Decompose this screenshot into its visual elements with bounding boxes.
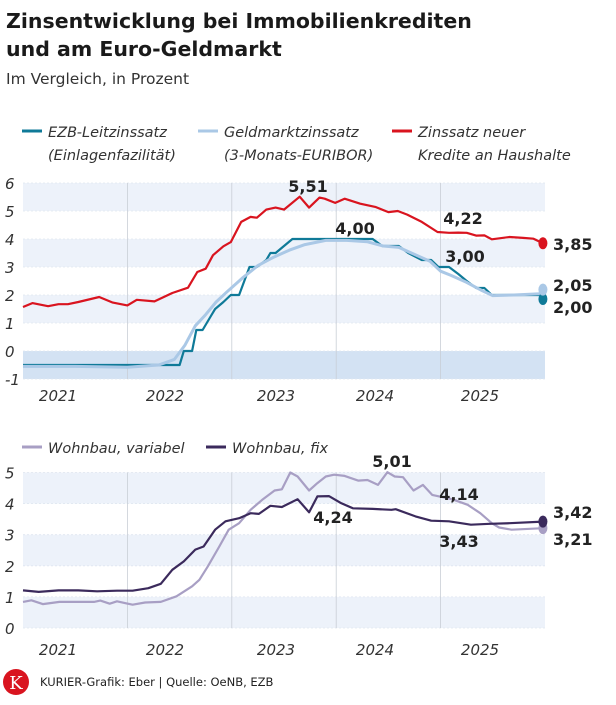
legend-chart1: EZB-Leitzinssatz (Einlagenfazilität) Gel… bbox=[22, 125, 571, 164]
annotation-4-24: 4,24 bbox=[313, 508, 352, 527]
title-line-1: Zinsentwicklung bei Immobilienkrediten bbox=[6, 9, 472, 33]
legend-chart2: Wohnbau, variabel Wohnbau, fix bbox=[22, 441, 328, 457]
series-line-1 bbox=[23, 237, 543, 367]
chart-1-plot: 6 5 4 3 2 1 0 -1 2021 2022 2023 2024 2025 bbox=[5, 175, 548, 405]
x-tick-label: 2021 bbox=[39, 641, 77, 659]
y-tick-label: -1 bbox=[5, 371, 20, 389]
x-tick-label: 2024 bbox=[356, 387, 394, 405]
kurier-logo: K bbox=[3, 669, 29, 695]
end-dot-1 bbox=[538, 293, 548, 305]
y-tick-label: 5 bbox=[5, 203, 15, 221]
band bbox=[23, 534, 545, 566]
x-tick-label: 2023 bbox=[257, 641, 295, 659]
series-line-3 bbox=[22, 195, 544, 309]
chart-2-plot: 5 4 3 2 1 0 2021 2022 2023 2024 2025 bbox=[5, 465, 548, 659]
series-line-1 bbox=[22, 471, 543, 606]
annotation-5-01: 5,01 bbox=[372, 452, 411, 471]
legend-haushalte-line2: Kredite an Haushalte bbox=[418, 148, 571, 164]
annotation-4-14: 4,14 bbox=[439, 485, 478, 504]
end-label-haushalte: 3,85 bbox=[553, 235, 592, 254]
legend-ezb-line2: (Einlagenfazilität) bbox=[48, 148, 176, 164]
x-tick-label: 2025 bbox=[461, 387, 499, 405]
annotation-3-00: 3,00 bbox=[445, 247, 484, 266]
y-tick-label: 5 bbox=[5, 465, 15, 483]
annotation-3-43: 3,43 bbox=[439, 532, 478, 551]
x-tick-label: 2022 bbox=[146, 387, 184, 405]
end-label-ezb: 2,00 bbox=[553, 298, 592, 317]
y-tick-label: 2 bbox=[5, 287, 15, 305]
end-label-variabel: 3,21 bbox=[553, 530, 592, 549]
end-dot-3 bbox=[538, 237, 548, 250]
legend-euribor-line1: Geldmarktzinssatz bbox=[224, 125, 359, 141]
series-line-2 bbox=[23, 238, 543, 369]
source-credit: KURIER-Grafik: Eber | Quelle: OeNB, EZB bbox=[40, 675, 274, 689]
y-tick-label: 0 bbox=[5, 343, 15, 361]
end-dot-2 bbox=[538, 515, 548, 528]
y-tick-label: 4 bbox=[5, 496, 15, 514]
band bbox=[23, 596, 545, 628]
x-tick-label: 2024 bbox=[356, 641, 394, 659]
x-tick-label: 2022 bbox=[146, 641, 184, 659]
annotation-4-22: 4,22 bbox=[443, 209, 482, 228]
band bbox=[23, 472, 545, 504]
x-tick-label: 2025 bbox=[461, 641, 499, 659]
y-tick-label: 3 bbox=[5, 527, 15, 545]
legend-euribor-line2: (3-Monats-EURIBOR) bbox=[224, 148, 373, 164]
subtitle: Im Vergleich, in Prozent bbox=[6, 70, 189, 88]
legend-haushalte-line1: Zinssatz neuer bbox=[417, 125, 526, 141]
y-tick-label: 1 bbox=[5, 315, 15, 333]
annotation-4-00: 4,00 bbox=[335, 219, 374, 238]
band bbox=[23, 183, 545, 211]
y-tick-label: 1 bbox=[5, 589, 15, 607]
end-dot-2 bbox=[538, 283, 548, 296]
x-tick-label: 2021 bbox=[39, 387, 77, 405]
y-tick-label: 2 bbox=[5, 558, 15, 576]
x-tick-label: 2023 bbox=[257, 387, 295, 405]
legend-fix: Wohnbau, fix bbox=[232, 441, 328, 457]
y-tick-label: 4 bbox=[5, 231, 15, 249]
legend-variabel: Wohnbau, variabel bbox=[48, 441, 185, 457]
band bbox=[23, 295, 545, 323]
end-label-euribor: 2,05 bbox=[553, 276, 592, 295]
y-tick-label: 3 bbox=[5, 259, 15, 277]
series-line-2 bbox=[22, 495, 543, 594]
logo-letter: K bbox=[9, 673, 23, 694]
end-label-fix: 3,42 bbox=[553, 503, 592, 522]
legend-ezb-line1: EZB-Leitzinssatz bbox=[48, 125, 167, 141]
y-tick-label: 6 bbox=[5, 175, 15, 193]
y-tick-label: 0 bbox=[5, 620, 15, 638]
annotation-5-51: 5,51 bbox=[288, 177, 327, 196]
title-line-2: und am Euro-Geldmarkt bbox=[6, 37, 282, 61]
